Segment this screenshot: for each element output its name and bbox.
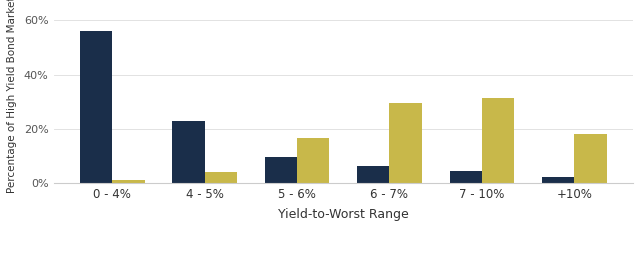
Bar bbox=[574, 134, 607, 183]
Bar bbox=[449, 170, 482, 183]
Bar bbox=[357, 167, 390, 183]
Bar bbox=[542, 177, 574, 183]
Bar bbox=[265, 157, 297, 183]
X-axis label: Yield-to-Worst Range: Yield-to-Worst Range bbox=[278, 208, 409, 221]
Bar bbox=[112, 180, 145, 183]
Bar bbox=[205, 172, 237, 183]
Bar bbox=[80, 31, 112, 183]
Bar bbox=[482, 98, 515, 183]
Bar bbox=[172, 121, 205, 183]
Y-axis label: Percentage of High Yield Bond Market: Percentage of High Yield Bond Market bbox=[7, 0, 17, 193]
Bar bbox=[390, 103, 422, 183]
Bar bbox=[297, 138, 330, 183]
